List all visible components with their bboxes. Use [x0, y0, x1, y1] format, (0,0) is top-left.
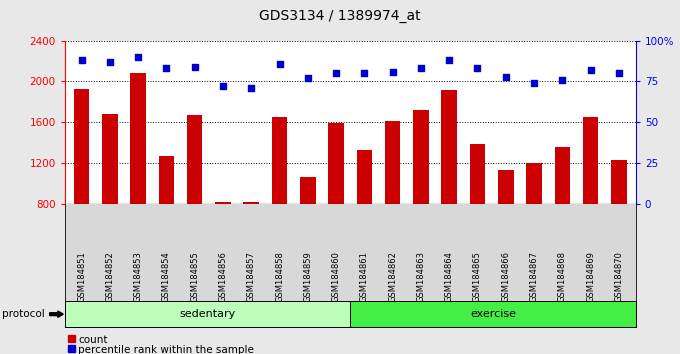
Point: [359, 70, 370, 76]
Bar: [272, 117, 287, 285]
Bar: [470, 143, 486, 285]
Point: [189, 64, 200, 70]
Bar: [413, 110, 428, 285]
Text: percentile rank within the sample: percentile rank within the sample: [78, 346, 254, 354]
Bar: [356, 150, 372, 285]
Point: [500, 74, 511, 79]
Point: [274, 61, 285, 66]
Point: [528, 80, 539, 86]
Bar: [74, 88, 89, 285]
Text: protocol: protocol: [2, 309, 45, 319]
Bar: [385, 121, 401, 285]
Bar: [215, 201, 231, 285]
Text: exercise: exercise: [470, 309, 516, 319]
Text: GDS3134 / 1389974_at: GDS3134 / 1389974_at: [259, 9, 421, 23]
Point: [161, 65, 172, 71]
Text: count: count: [78, 335, 107, 345]
Point: [105, 59, 116, 65]
Point: [133, 54, 143, 60]
Point: [387, 69, 398, 74]
Bar: [583, 117, 598, 285]
Point: [613, 70, 624, 76]
Bar: [102, 114, 118, 285]
Point: [76, 57, 87, 63]
Bar: [158, 156, 174, 285]
Point: [585, 67, 596, 73]
Bar: [243, 201, 259, 285]
Point: [303, 75, 313, 81]
Bar: [131, 73, 146, 285]
Bar: [328, 123, 344, 285]
Point: [557, 77, 568, 82]
Bar: [554, 147, 570, 285]
Bar: [498, 170, 513, 285]
Point: [415, 65, 426, 71]
Bar: [441, 90, 457, 285]
Bar: [300, 177, 316, 285]
Point: [330, 70, 341, 76]
Point: [218, 84, 228, 89]
Point: [472, 65, 483, 71]
Bar: [526, 163, 542, 285]
Bar: [611, 160, 626, 285]
Bar: [187, 115, 203, 285]
Text: sedentary: sedentary: [180, 309, 235, 319]
Point: [444, 57, 455, 63]
Point: [245, 85, 256, 91]
